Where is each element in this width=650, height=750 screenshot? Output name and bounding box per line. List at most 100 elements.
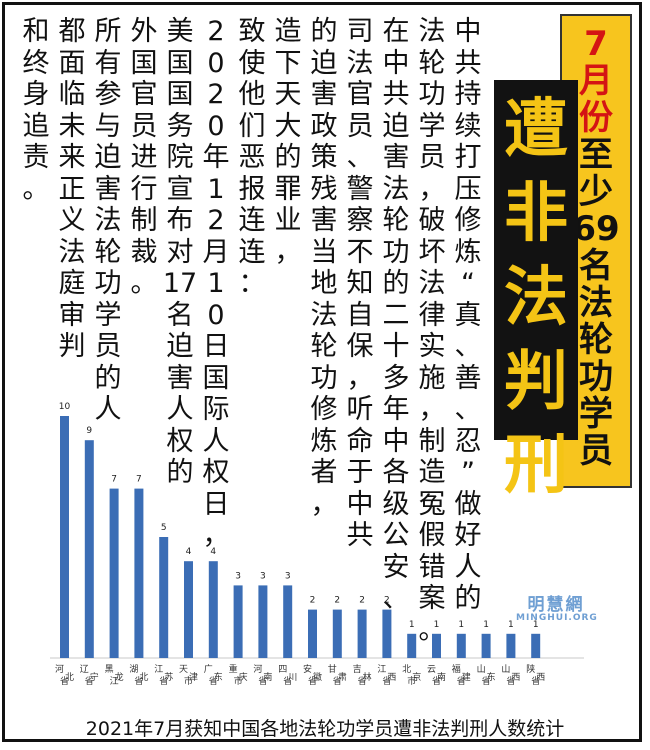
- tick-label: 龙: [115, 671, 124, 683]
- tick-label: 甘: [328, 663, 337, 675]
- tick-label: 省: [531, 675, 540, 687]
- text-char: 2: [207, 79, 225, 110]
- text-char: 实: [418, 331, 446, 362]
- text-char: 人: [202, 425, 230, 457]
- text-char: 续: [454, 110, 482, 142]
- text-char: 天: [274, 79, 302, 110]
- minghui-logo: 明慧網 MINGHUI.ORG: [516, 590, 598, 623]
- text-char: 中: [454, 16, 482, 47]
- text-column: 法轮功学员，破坏法律实施，制造冤假错案。: [414, 16, 450, 646]
- text-char: 2: [207, 205, 225, 236]
- badge-char: 轮: [579, 320, 613, 360]
- tick-label: 黑: [105, 664, 114, 675]
- text-char: 造: [274, 16, 302, 47]
- badge-char: 法: [579, 283, 613, 323]
- data-label: 7: [136, 475, 142, 485]
- tick-label: 福: [452, 663, 461, 675]
- text-char: 员: [130, 110, 158, 142]
- bar: [159, 537, 169, 658]
- text-char: 外: [130, 16, 158, 47]
- text-char: 行: [130, 173, 158, 205]
- text-char: 保: [346, 331, 374, 362]
- text-char: 法: [418, 268, 446, 299]
- tick-label: 省: [85, 675, 94, 687]
- data-label: 2: [359, 596, 365, 606]
- char: 判: [504, 345, 568, 419]
- text-char: 。: [22, 173, 50, 205]
- tick-label: 山: [477, 664, 486, 675]
- badge-char: 功: [579, 357, 613, 397]
- text-char: 义: [58, 205, 86, 236]
- data-label: 7: [111, 475, 117, 485]
- tick-label: 津: [189, 672, 198, 683]
- text-char: 听: [346, 394, 374, 425]
- text-char: 使: [238, 47, 266, 79]
- tick-label: 安: [303, 663, 312, 675]
- text-column: 的迫害政策残害当地法轮功修炼者，: [306, 16, 342, 520]
- badge-char: 学: [579, 394, 613, 434]
- tick-label: 江: [110, 676, 119, 687]
- tick-label: 省: [283, 675, 292, 687]
- text-char: 法: [58, 236, 86, 268]
- text-char: 二: [382, 299, 410, 331]
- text-char: 责: [22, 142, 50, 173]
- tick-label: 湖: [129, 664, 138, 675]
- text-char: 中: [346, 488, 374, 520]
- text-char: ，: [274, 236, 302, 268]
- data-label: 1: [434, 620, 440, 630]
- tick-label: 北: [139, 672, 148, 683]
- text-char: 、: [346, 142, 374, 173]
- text-char: 人: [454, 551, 482, 583]
- text-char: 于: [346, 457, 374, 488]
- data-label: 1: [458, 620, 464, 630]
- tick-label: 省: [457, 675, 466, 687]
- logo-cn: 明慧網: [527, 595, 585, 615]
- tick-label: 吉: [353, 664, 362, 675]
- text-char: 错: [418, 551, 446, 583]
- data-label: 4: [210, 547, 216, 557]
- text-char: 未: [58, 110, 86, 142]
- text-char: 的: [382, 268, 410, 299]
- text-char: 害: [310, 205, 338, 236]
- text-char: 院: [166, 142, 194, 173]
- tick-label: 省: [308, 675, 317, 687]
- text-char: 。: [130, 268, 158, 299]
- text-char: 0: [207, 110, 225, 142]
- chart-title: 2021年7月获知中国各地法轮功学员遭非法判刑人数统计: [85, 718, 565, 740]
- text-char: 在: [382, 16, 410, 47]
- text-char: 的: [310, 16, 338, 47]
- text-char: 警: [346, 173, 374, 205]
- text-char: 假: [418, 520, 446, 551]
- text-char: 1: [207, 268, 225, 299]
- text-char: 学: [418, 110, 446, 142]
- bar: [283, 585, 293, 658]
- text-char: 员: [418, 142, 446, 173]
- tick-label: 西: [536, 672, 545, 683]
- text-char: 致: [238, 16, 266, 47]
- tick-label: 天: [179, 665, 188, 675]
- logo-en: MINGHUI.ORG: [516, 613, 598, 623]
- text-char: 权: [202, 457, 230, 488]
- text-char: 美: [166, 16, 194, 47]
- text-char: 共: [346, 520, 374, 551]
- bar: [357, 609, 367, 658]
- text-char: 迫: [94, 142, 122, 173]
- text-char: 司: [346, 16, 374, 47]
- data-label: 2: [310, 596, 316, 606]
- data-label: 1: [533, 620, 539, 630]
- text-char: 共: [454, 47, 482, 79]
- text-char: 忍: [454, 425, 482, 457]
- text-char: 地: [310, 268, 338, 299]
- data-label: 2: [384, 596, 390, 606]
- text-column: 造下天大的罪业，: [270, 16, 306, 268]
- tick-label: 市: [184, 675, 193, 687]
- char: 遭: [504, 93, 568, 167]
- tick-label: 省: [482, 675, 491, 687]
- text-char: 打: [454, 142, 482, 173]
- text-char: 命: [346, 425, 374, 457]
- text-char: 功: [310, 362, 338, 394]
- data-label: 5: [161, 523, 167, 533]
- text-char: 轮: [382, 205, 410, 236]
- bar: [382, 609, 392, 658]
- text-char: 人: [94, 394, 122, 425]
